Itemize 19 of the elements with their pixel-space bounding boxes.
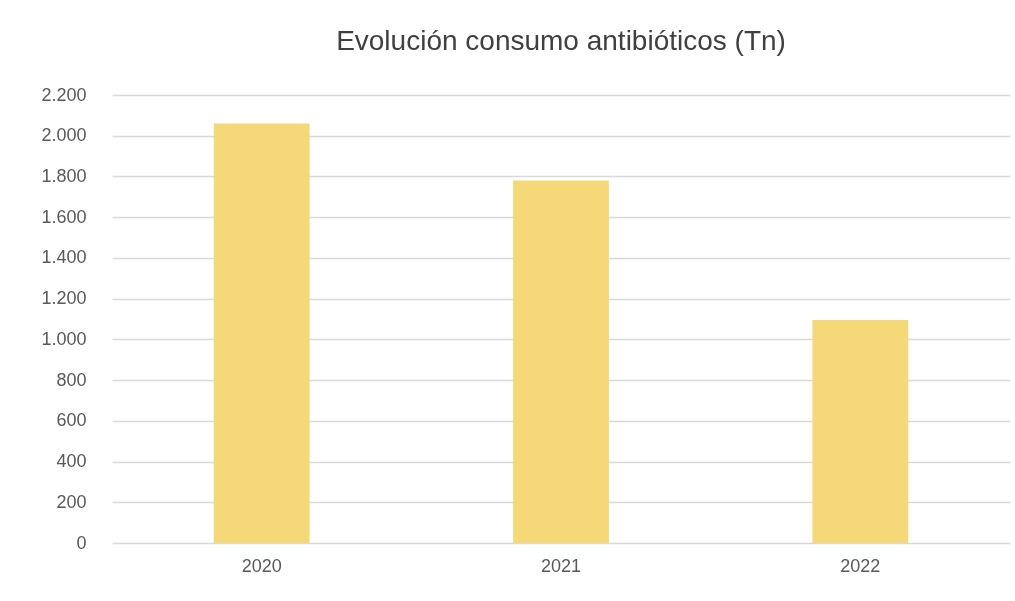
bar [213,123,310,543]
bar [812,320,909,543]
y-tick-label: 2.000 [41,125,87,146]
y-tick-label: 600 [56,410,87,431]
y-tick-label: 400 [56,451,87,472]
y-tick-label: 2.200 [41,84,87,105]
y-tick-label: 800 [56,369,87,390]
chart-title: Evolución consumo antibióticos (Tn) [336,25,786,56]
y-tick-label: 1.200 [41,288,87,309]
y-tick-label: 1.600 [41,206,87,227]
y-tick-label: 1.800 [41,165,87,186]
y-tick-label: 1.400 [41,247,87,268]
x-tick-label: 2021 [540,555,582,576]
x-tick-label: 2022 [840,555,881,576]
x-tick-label: 2020 [241,555,282,576]
y-tick-label: 1.000 [41,328,87,349]
bar [513,180,609,543]
y-tick-label: 200 [56,491,87,512]
y-tick-label: 0 [76,532,87,553]
